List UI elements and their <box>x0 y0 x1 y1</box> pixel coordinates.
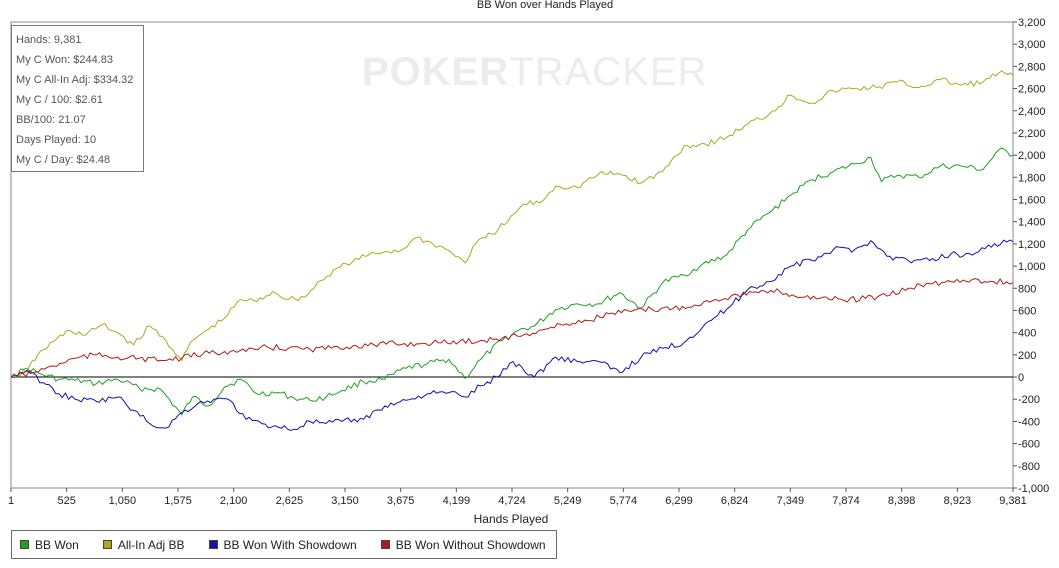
x-tick-label: 7,349 <box>777 495 805 507</box>
y-tick-label: -1,000 <box>1018 483 1049 495</box>
y-tick-label: -600 <box>1018 439 1040 451</box>
x-tick-label: 3,675 <box>387 495 415 507</box>
legend-item-bb-won-without-showdown[interactable]: BB Won Without Showdown <box>380 537 546 552</box>
stat-my-c-per-100: My C / 100: $2.61 <box>16 94 103 106</box>
y-tick-label: 2,000 <box>1018 150 1046 162</box>
stats-box: Hands: 9,381 My C Won: $244.83 My C All-… <box>11 25 144 172</box>
y-tick-label: 2,800 <box>1018 61 1046 73</box>
y-tick-label: 200 <box>1018 350 1036 362</box>
legend-label: All-In Adj BB <box>117 537 185 552</box>
x-tick-label: 525 <box>57 495 75 507</box>
y-tick-label: 2,600 <box>1018 84 1046 96</box>
x-tick-label: 8,923 <box>944 495 972 507</box>
series-line-bb-won-without-showdown <box>11 278 1014 378</box>
chart-legend: BB Won All-In Adj BB BB Won With Showdow… <box>11 530 557 559</box>
y-tick-label: 1,600 <box>1018 195 1046 207</box>
legend-label: BB Won <box>35 537 79 552</box>
legend-swatch <box>380 540 390 549</box>
x-tick-label: 1,575 <box>164 495 192 507</box>
x-tick-label: 2,625 <box>276 495 304 507</box>
y-tick-label: 2,400 <box>1018 106 1046 118</box>
x-tick-label: 1,050 <box>109 495 137 507</box>
y-tick-label: 1,200 <box>1018 239 1046 251</box>
y-tick-label: 800 <box>1018 283 1036 295</box>
y-tick-label: 600 <box>1018 305 1036 317</box>
x-tick-label: 9,381 <box>999 495 1027 507</box>
legend-item-all-in-adj-bb[interactable]: All-In Adj BB <box>102 537 185 552</box>
stat-all-in-adj: My C All-In Adj: $334.32 <box>16 74 134 86</box>
series-line-bb-won <box>10 147 1014 416</box>
stat-bb-per-100: BB/100: 21.07 <box>16 114 86 126</box>
x-tick-label: 7,874 <box>832 495 860 507</box>
legend-item-bb-won-with-showdown[interactable]: BB Won With Showdown <box>208 537 357 552</box>
y-tick-label: -200 <box>1018 394 1040 406</box>
y-tick-label: 3,200 <box>1018 17 1046 29</box>
stat-my-c-per-day: My C / Day: $24.48 <box>16 154 111 166</box>
y-axis: 3,200 3,000 2,800 2,600 2,400 2,200 2,000 1,800… <box>1013 17 1049 495</box>
legend-label: BB Won Without Showdown <box>395 537 546 552</box>
series-layer <box>10 70 1014 432</box>
y-tick-label: 3,000 <box>1018 39 1046 51</box>
stat-days-played: Days Played: 10 <box>16 134 97 146</box>
legend-label: BB Won With Showdown <box>223 537 357 552</box>
y-tick-label: 400 <box>1018 328 1036 340</box>
x-tick-label: 4,724 <box>498 495 526 507</box>
y-tick-label: 2,200 <box>1018 128 1046 140</box>
y-tick-label: 1,400 <box>1018 217 1046 229</box>
y-tick-label: 1,800 <box>1018 172 1046 184</box>
legend-item-bb-won[interactable]: BB Won <box>20 538 79 552</box>
y-tick-label: -400 <box>1018 416 1040 428</box>
stat-my-c-won: My C Won: $244.83 <box>16 54 114 66</box>
x-tick-label: 6,824 <box>721 495 749 507</box>
x-axis: 1 525 1,050 1,575 2,100 2,625 3,150 3,675 4,199 4… <box>8 488 1027 507</box>
legend-swatch <box>20 540 29 549</box>
series-line-bb-won-with-showdown <box>10 239 1014 432</box>
x-tick-label: 5,774 <box>610 495 638 507</box>
series-line-all-in-adj-bb <box>10 70 1014 378</box>
x-tick-label: 8,398 <box>888 495 916 507</box>
x-tick-label: 3,150 <box>331 495 359 507</box>
y-tick-label: 1,000 <box>1018 261 1046 273</box>
y-tick-label: -800 <box>1018 461 1040 473</box>
watermark-bold: POKER <box>362 50 510 94</box>
y-tick-label: 0 <box>1018 372 1024 384</box>
x-tick-label: 1 <box>8 495 14 507</box>
stat-hands: Hands: 9,381 <box>16 34 82 46</box>
x-tick-label: 2,100 <box>220 495 248 507</box>
x-tick-label: 5,249 <box>554 495 582 507</box>
legend-swatch <box>102 540 112 549</box>
watermark-light: TRACKER <box>509 50 708 94</box>
legend-swatch <box>208 540 218 549</box>
chart-title: BB Won over Hands Played <box>477 0 613 11</box>
x-axis-label: Hands Played <box>474 512 549 526</box>
pokertracker-watermark: POKERTRACKER <box>362 50 707 95</box>
x-tick-label: 6,299 <box>665 495 693 507</box>
x-tick-label: 4,199 <box>443 495 471 507</box>
